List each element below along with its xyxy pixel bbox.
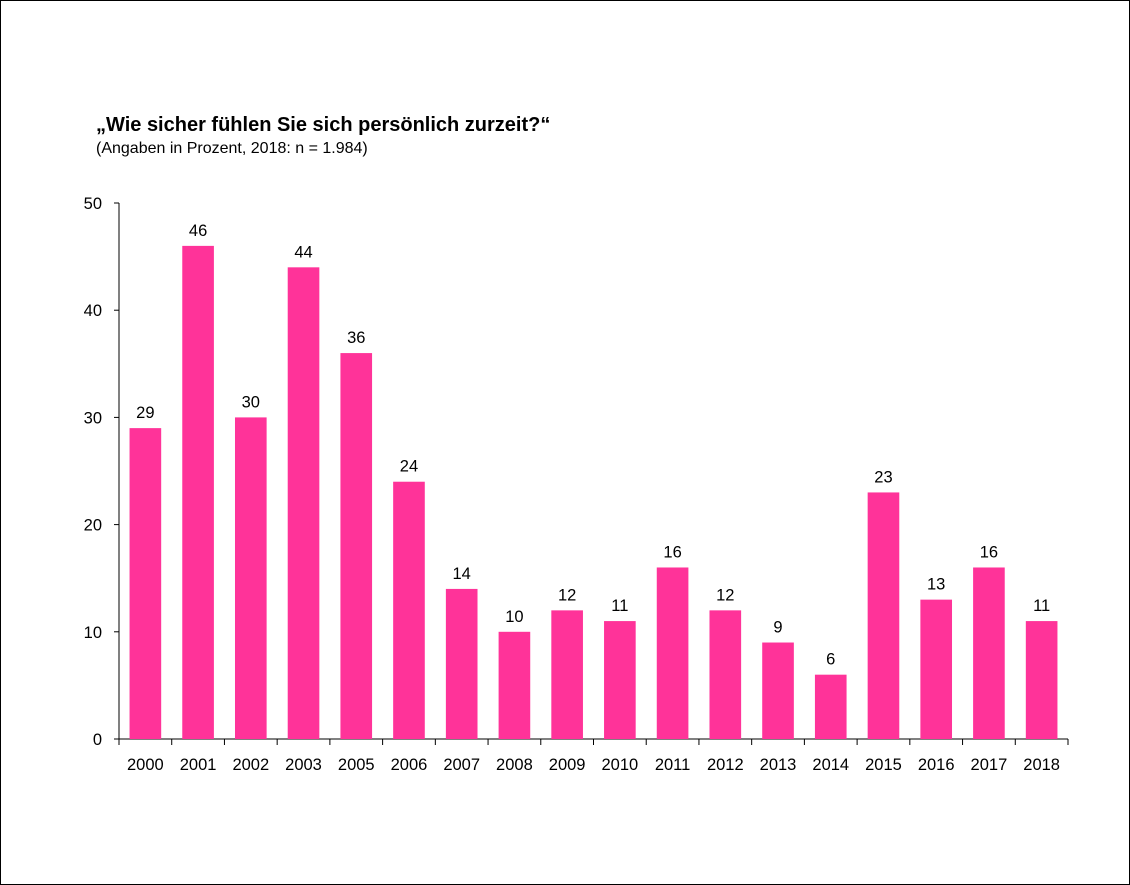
x-tick-label: 2005 xyxy=(338,756,375,774)
data-label: 36 xyxy=(347,329,365,347)
bar xyxy=(340,353,373,739)
chart-subtitle: (Angaben in Prozent, 2018: n = 1.984) xyxy=(96,140,368,157)
y-tick-label: 20 xyxy=(84,517,102,535)
x-tick-label: 2013 xyxy=(760,756,797,774)
bar xyxy=(551,610,583,739)
x-tick-label: 2008 xyxy=(496,756,533,774)
bar xyxy=(604,621,636,739)
x-tick-label: 2003 xyxy=(285,756,322,774)
y-tick-label: 0 xyxy=(93,731,102,749)
bar xyxy=(445,588,478,739)
data-label: 12 xyxy=(558,586,576,604)
bar xyxy=(1025,621,1058,739)
data-label: 16 xyxy=(980,543,998,561)
data-label: 44 xyxy=(294,243,312,261)
data-label: 24 xyxy=(400,458,418,476)
bar xyxy=(920,599,953,739)
bar xyxy=(656,567,689,739)
data-label: 6 xyxy=(826,651,835,669)
bar xyxy=(498,631,531,739)
x-tick-label: 2007 xyxy=(443,756,480,774)
bar xyxy=(182,245,214,739)
data-label: 46 xyxy=(189,222,207,240)
x-tick-label: 2000 xyxy=(127,756,164,774)
bar xyxy=(709,610,742,739)
x-tick-label: 2012 xyxy=(707,756,744,774)
data-label: 12 xyxy=(716,586,734,604)
chart-title: „Wie sicher fühlen Sie sich persönlich z… xyxy=(96,114,551,136)
data-label: 11 xyxy=(1033,597,1050,615)
bar xyxy=(129,428,162,739)
x-tick-label: 2016 xyxy=(918,756,955,774)
bar xyxy=(762,642,794,739)
bar xyxy=(393,481,425,739)
data-label: 9 xyxy=(773,619,782,637)
bar xyxy=(814,674,847,739)
data-label: 10 xyxy=(505,608,523,626)
x-tick-label: 2009 xyxy=(549,756,586,774)
data-label: 30 xyxy=(242,393,260,411)
x-tick-label: 2002 xyxy=(232,756,269,774)
x-tick-label: 2018 xyxy=(1023,756,1060,774)
x-tick-label: 2001 xyxy=(180,756,217,774)
bar xyxy=(973,567,1005,739)
data-label: 29 xyxy=(136,404,154,422)
data-label: 16 xyxy=(663,543,681,561)
data-label: 23 xyxy=(874,468,892,486)
x-tick-label: 2006 xyxy=(391,756,428,774)
data-label: 11 xyxy=(611,597,628,615)
x-tick-label: 2014 xyxy=(812,756,849,774)
y-tick-label: 50 xyxy=(84,195,102,213)
x-tick-label: 2010 xyxy=(602,756,639,774)
y-tick-label: 10 xyxy=(84,624,102,642)
bar xyxy=(287,267,320,739)
bar xyxy=(867,492,900,739)
y-tick-label: 40 xyxy=(84,302,102,320)
data-label: 14 xyxy=(453,565,471,583)
y-tick-label: 30 xyxy=(84,409,102,427)
x-tick-label: 2015 xyxy=(865,756,902,774)
bar xyxy=(234,417,267,739)
x-tick-label: 2017 xyxy=(971,756,1008,774)
x-tick-label: 2011 xyxy=(655,756,690,774)
data-label: 13 xyxy=(927,576,945,594)
